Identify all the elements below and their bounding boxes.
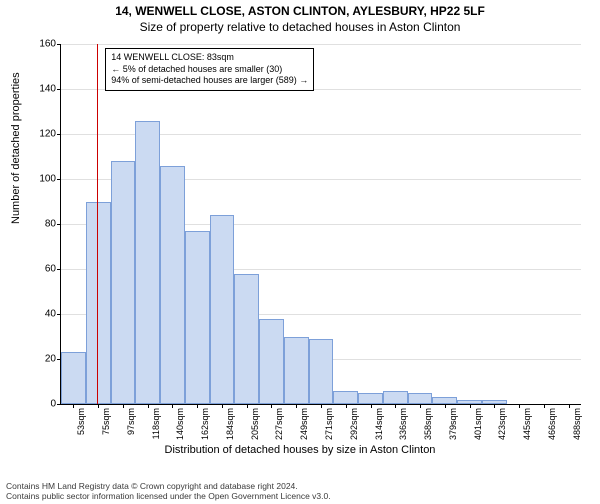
xtick-label: 75sqm [101,408,111,435]
xtick-label: 53sqm [76,408,86,435]
x-axis-label: Distribution of detached houses by size … [0,444,600,456]
ytick-mark [57,44,61,45]
title-main: 14, WENWELL CLOSE, ASTON CLINTON, AYLESB… [0,4,600,18]
histogram-bar [333,391,358,405]
xtick-label: 379sqm [448,408,458,440]
annotation-line: 14 WENWELL CLOSE: 83sqm [111,52,308,64]
xtick-mark [321,404,322,408]
xtick-label: 118sqm [151,408,161,439]
histogram-bar [185,231,210,404]
ytick-label: 40 [26,309,56,320]
gridline [61,44,581,45]
xtick-mark [569,404,570,408]
xtick-mark [296,404,297,408]
histogram-bar [284,337,309,405]
annotation-box: 14 WENWELL CLOSE: 83sqm← 5% of detached … [105,48,314,91]
ytick-mark [57,314,61,315]
ytick-label: 160 [26,39,56,50]
xtick-label: 97sqm [126,408,136,435]
histogram-bar [86,202,111,405]
xtick-mark [98,404,99,408]
xtick-mark [346,404,347,408]
ytick-label: 120 [26,129,56,140]
xtick-label: 162sqm [200,408,210,440]
histogram-bar [210,215,235,404]
ytick-label: 0 [26,399,56,410]
ytick-label: 80 [26,219,56,230]
ytick-label: 140 [26,84,56,95]
xtick-label: 292sqm [349,408,359,440]
xtick-label: 271sqm [324,408,334,440]
ytick-mark [57,224,61,225]
ytick-mark [57,89,61,90]
xtick-label: 336sqm [398,408,408,440]
xtick-label: 488sqm [572,408,582,440]
xtick-mark [148,404,149,408]
chart-area: 53sqm75sqm97sqm118sqm140sqm162sqm184sqm2… [60,44,580,404]
xtick-mark [197,404,198,408]
xtick-mark [519,404,520,408]
annotation-line: 94% of semi-detached houses are larger (… [111,75,308,87]
histogram-bar [234,274,259,405]
ytick-label: 20 [26,354,56,365]
xtick-label: 401sqm [473,408,483,440]
xtick-mark [544,404,545,408]
xtick-mark [445,404,446,408]
title-sub: Size of property relative to detached ho… [0,20,600,34]
xtick-label: 140sqm [175,408,185,440]
xtick-label: 358sqm [423,408,433,440]
plot-region: 53sqm75sqm97sqm118sqm140sqm162sqm184sqm2… [60,44,581,405]
xtick-label: 249sqm [299,408,309,440]
footer-line-2: Contains public sector information licen… [6,491,331,502]
xtick-mark [123,404,124,408]
xtick-mark [470,404,471,408]
xtick-mark [395,404,396,408]
xtick-mark [494,404,495,408]
xtick-mark [247,404,248,408]
ytick-mark [57,269,61,270]
footer-attribution: Contains HM Land Registry data © Crown c… [6,481,331,502]
ytick-mark [57,134,61,135]
histogram-bar [135,121,160,405]
histogram-bar [259,319,284,405]
xtick-mark [172,404,173,408]
xtick-label: 445sqm [522,408,532,440]
histogram-bar [111,161,136,404]
ytick-label: 100 [26,174,56,185]
histogram-bar [61,352,86,404]
footer-line-1: Contains HM Land Registry data © Crown c… [6,481,331,492]
ytick-mark [57,404,61,405]
xtick-mark [271,404,272,408]
xtick-mark [73,404,74,408]
ytick-label: 60 [26,264,56,275]
xtick-label: 205sqm [250,408,260,440]
y-axis-label: Number of detached properties [10,72,22,224]
xtick-label: 466sqm [547,408,557,440]
annotation-line: ← 5% of detached houses are smaller (30) [111,64,308,76]
xtick-label: 423sqm [497,408,507,440]
histogram-bar [408,393,433,404]
xtick-mark [371,404,372,408]
xtick-label: 314sqm [374,408,384,440]
histogram-bar [160,166,185,405]
histogram-bar [358,393,383,404]
histogram-bar [309,339,334,404]
xtick-mark [222,404,223,408]
xtick-mark [420,404,421,408]
xtick-label: 227sqm [274,408,284,440]
ytick-mark [57,179,61,180]
reference-line [97,44,98,404]
xtick-label: 184sqm [225,408,235,440]
histogram-bar [432,397,457,404]
histogram-bar [383,391,408,405]
